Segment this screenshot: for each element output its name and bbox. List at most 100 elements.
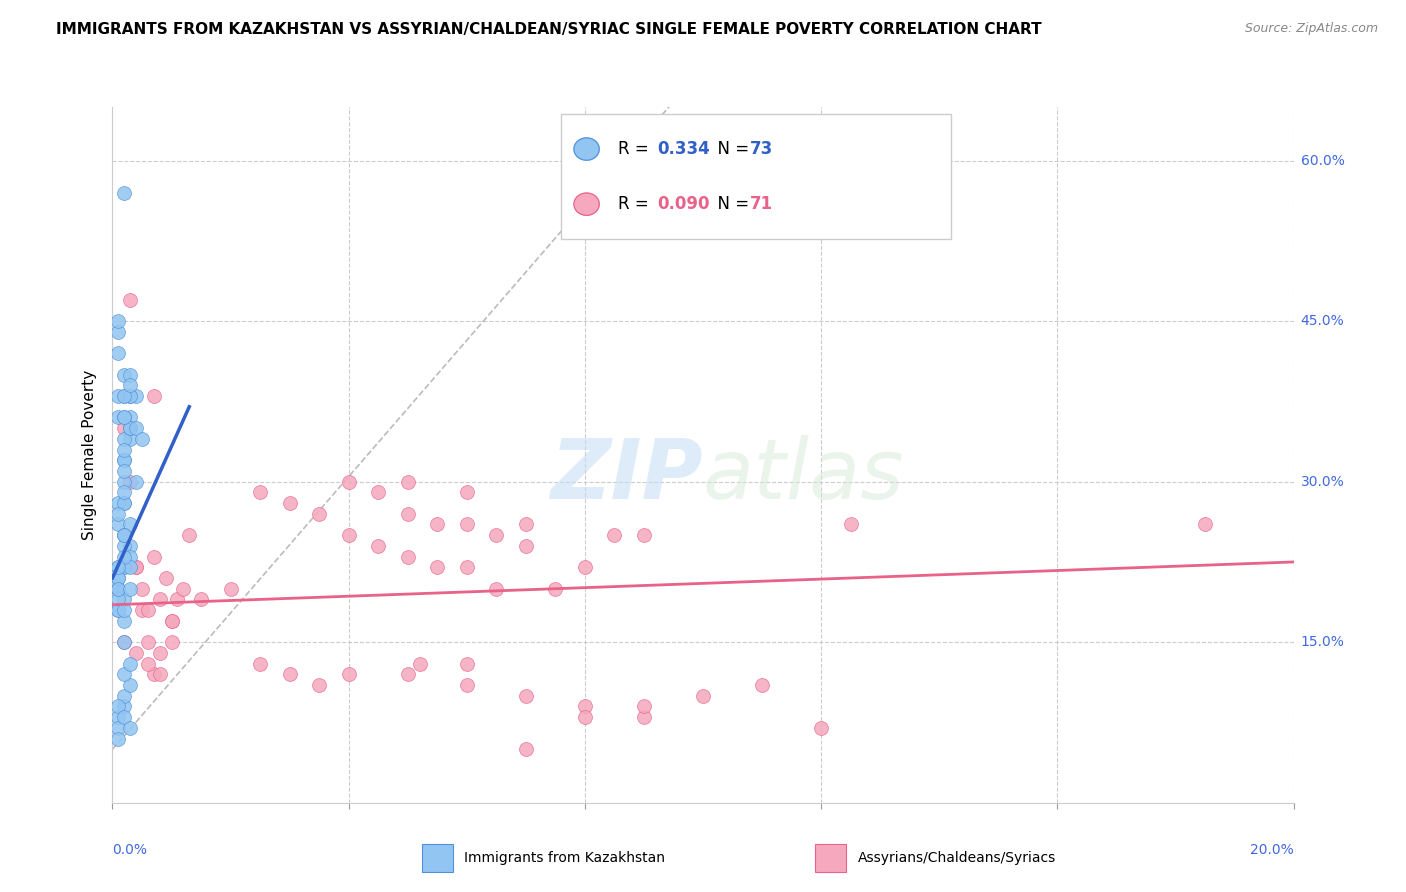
Point (120, 368, 142, 382)
Point (456, 657, 478, 671)
Text: 45.0%: 45.0% (1301, 314, 1344, 328)
Point (131, 432, 153, 446)
Point (142, 389, 165, 403)
Point (120, 549, 142, 564)
Text: atlas: atlas (703, 435, 904, 516)
Point (120, 657, 142, 671)
Point (112, 496, 135, 510)
Point (112, 368, 135, 382)
Text: Source: ZipAtlas.com: Source: ZipAtlas.com (1244, 22, 1378, 36)
Point (136, 603, 159, 617)
Point (179, 528, 201, 542)
Point (337, 667, 360, 681)
Y-axis label: Single Female Poverty: Single Female Poverty (82, 370, 97, 540)
Point (112, 496, 135, 510)
Point (107, 582, 129, 596)
Point (1194, 517, 1216, 532)
Point (485, 582, 508, 596)
Point (485, 528, 508, 542)
Point (107, 592, 129, 607)
Text: Assyrians/Chaldeans/Syriacs: Assyrians/Chaldeans/Syriacs (858, 851, 1056, 865)
Point (692, 689, 714, 703)
Point (107, 582, 129, 596)
Point (107, 603, 129, 617)
Point (136, 635, 159, 649)
Point (155, 571, 177, 585)
Point (515, 517, 537, 532)
Point (337, 475, 360, 489)
Point (131, 603, 153, 617)
Point (107, 325, 129, 339)
Point (278, 667, 301, 681)
Text: N =: N = (707, 195, 755, 213)
Point (120, 421, 142, 435)
Point (107, 410, 129, 425)
Text: 0.0%: 0.0% (112, 843, 148, 857)
Point (112, 549, 135, 564)
Point (107, 314, 129, 328)
Point (125, 646, 148, 660)
Point (172, 582, 194, 596)
Point (633, 710, 655, 724)
Point (120, 582, 142, 596)
Point (120, 432, 142, 446)
Point (249, 485, 271, 500)
Point (107, 699, 129, 714)
Point (112, 667, 135, 681)
Point (160, 635, 183, 649)
Point (112, 453, 135, 467)
Point (125, 421, 148, 435)
Point (112, 560, 135, 574)
Point (125, 389, 148, 403)
Point (120, 389, 142, 403)
Point (107, 710, 129, 724)
Text: Immigrants from Kazakhstan: Immigrants from Kazakhstan (464, 851, 665, 865)
Point (131, 582, 153, 596)
Point (633, 528, 655, 542)
Point (120, 517, 142, 532)
Point (249, 657, 271, 671)
Point (515, 539, 537, 553)
Point (112, 442, 135, 457)
Point (603, 528, 626, 542)
Point (544, 582, 567, 596)
Point (142, 549, 165, 564)
Point (112, 560, 135, 574)
Point (112, 528, 135, 542)
Point (515, 689, 537, 703)
Point (367, 539, 389, 553)
Point (120, 678, 142, 692)
Point (107, 389, 129, 403)
Point (396, 475, 419, 489)
Point (367, 485, 389, 500)
Point (120, 721, 142, 735)
Point (574, 560, 596, 574)
Text: 0.090: 0.090 (657, 195, 710, 213)
Point (107, 582, 129, 596)
Point (112, 592, 135, 607)
Point (149, 646, 172, 660)
Point (120, 421, 142, 435)
Point (112, 421, 135, 435)
Text: R =: R = (617, 195, 654, 213)
Text: 15.0%: 15.0% (1301, 635, 1344, 649)
Point (112, 614, 135, 628)
Text: N =: N = (707, 140, 755, 158)
Point (112, 464, 135, 478)
Point (107, 517, 129, 532)
Text: 71: 71 (749, 195, 773, 213)
Point (190, 592, 212, 607)
Point (426, 560, 449, 574)
Text: 73: 73 (749, 140, 773, 158)
Point (142, 667, 165, 681)
Point (456, 560, 478, 574)
Point (112, 603, 135, 617)
Point (120, 410, 142, 425)
Point (574, 710, 596, 724)
Point (107, 571, 129, 585)
Point (107, 560, 129, 574)
Point (112, 539, 135, 553)
Point (456, 517, 478, 532)
Point (107, 496, 129, 510)
Point (112, 186, 135, 200)
